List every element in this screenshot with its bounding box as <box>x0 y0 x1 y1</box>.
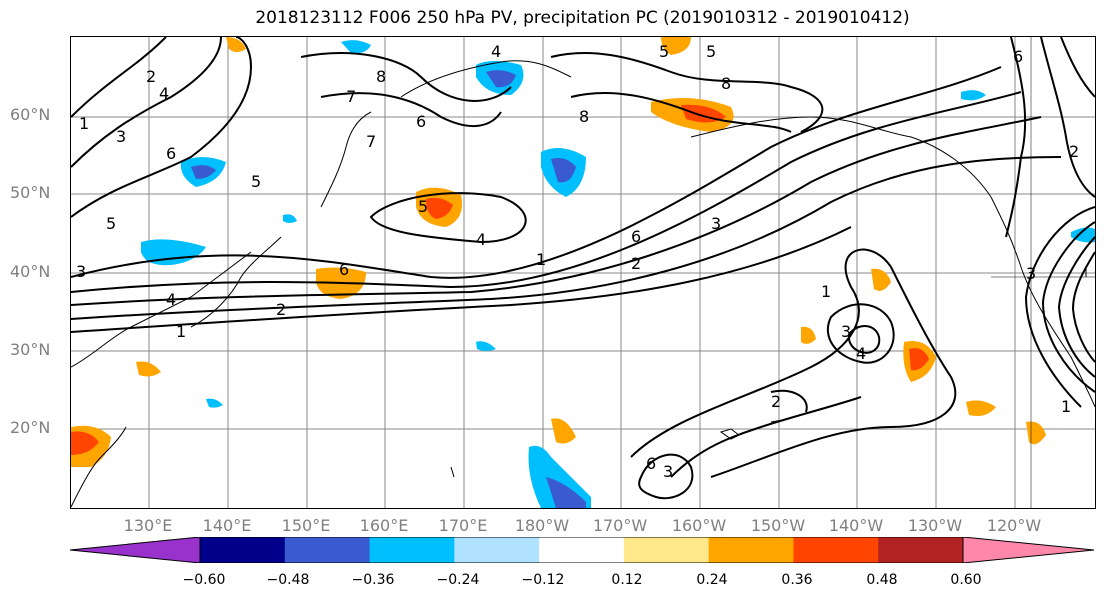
contour-label: 1 <box>536 250 546 269</box>
contour-label: 2 <box>771 392 781 411</box>
colorbar-tick: 0.24 <box>696 572 728 588</box>
contour-label: 1 <box>79 114 89 133</box>
contour-label: 5 <box>706 42 716 61</box>
lon-label: 150°E <box>281 516 331 535</box>
colorbar-segment <box>200 537 286 563</box>
colorbar-extend-low <box>70 537 201 563</box>
colorbar-segment <box>878 537 964 563</box>
contour-label: 4 <box>166 290 176 309</box>
contour-label: 3 <box>841 322 851 341</box>
contour-label: 5 <box>418 197 428 216</box>
contour-label: 5 <box>659 42 669 61</box>
contour-label: 4 <box>491 42 501 61</box>
contour-label: 3 <box>663 462 673 481</box>
colorbar-tick: −0.36 <box>351 572 395 588</box>
colorbar-segment <box>623 537 710 563</box>
contour-label: 6 <box>631 227 641 246</box>
lat-label: 30°N <box>10 340 51 359</box>
contour-label: 7 <box>346 87 356 106</box>
lon-label: 160°W <box>671 516 727 535</box>
contour-label: 8 <box>721 74 731 93</box>
lon-label: 180°W <box>514 516 570 535</box>
figure-title: 2018123112 F006 250 hPa PV, precipitatio… <box>255 8 910 28</box>
colorbar-tick: 0.60 <box>950 572 982 588</box>
colorbar-segment <box>708 537 794 563</box>
contour-label: 7 <box>366 132 376 151</box>
lon-label: 160°E <box>359 516 409 535</box>
colorbar-segment <box>284 537 371 563</box>
lon-label: 130°W <box>907 516 963 535</box>
colorbar-tick: −0.60 <box>182 572 226 588</box>
lon-label: 130°E <box>123 516 173 535</box>
coastlines <box>71 37 1095 508</box>
colorbar-segment <box>793 537 879 563</box>
contour-label: 1 <box>1061 397 1071 416</box>
colorbar <box>70 537 1094 563</box>
colorbar-segment <box>454 537 540 563</box>
colorbar-segment <box>539 537 625 563</box>
contour-label: 2 <box>1069 142 1079 161</box>
colorbar-tick: −0.12 <box>521 572 565 588</box>
pv-contours <box>71 37 1095 500</box>
contour-label: 8 <box>579 107 589 126</box>
lon-label: 170°E <box>438 516 488 535</box>
lat-label: 20°N <box>10 418 51 437</box>
colorbar-segment <box>369 537 455 563</box>
contour-label: 4 <box>856 344 866 363</box>
lon-label: 140°W <box>828 516 884 535</box>
colorbar-tick: −0.24 <box>436 572 480 588</box>
contour-label: 6 <box>1013 47 1023 66</box>
contour-label: 6 <box>416 112 426 131</box>
colorbar-tick: −0.48 <box>266 572 310 588</box>
lon-label: 150°W <box>750 516 806 535</box>
contour-label: 1 <box>821 282 831 301</box>
contour-label: 3 <box>76 262 86 281</box>
colorbar-extend-high <box>962 537 1094 563</box>
colorbar-tick: 0.12 <box>611 572 643 588</box>
contour-label: 4 <box>159 84 169 103</box>
lat-label: 40°N <box>10 262 51 281</box>
colorbar-tick: 0.48 <box>866 572 898 588</box>
gridlines <box>71 37 1095 508</box>
map-svg: 1 2 3 4 5 6 7 8 1 2 3 4 5 6 1 2 3 4 5 6 … <box>71 37 1095 508</box>
contour-label: 2 <box>146 67 156 86</box>
contour-label: 3 <box>1026 264 1036 283</box>
contour-label: 5 <box>106 214 116 233</box>
contour-labels: 1 2 3 4 5 6 7 8 1 2 3 4 5 6 1 2 3 4 5 6 … <box>76 42 1079 481</box>
contour-label: 2 <box>631 254 641 273</box>
contour-label: 2 <box>276 300 286 319</box>
lon-label: 170°W <box>592 516 648 535</box>
colorbar-tick: 0.36 <box>781 572 813 588</box>
contour-label: 4 <box>476 230 486 249</box>
contour-label: 6 <box>166 144 176 163</box>
contour-label: 6 <box>646 454 656 473</box>
contour-label: 3 <box>711 214 721 233</box>
contour-label: 1 <box>176 322 186 341</box>
contour-label: 5 <box>251 172 261 191</box>
lon-label: 120°W <box>986 516 1042 535</box>
lon-label: 140°E <box>202 516 252 535</box>
map-panel: 1 2 3 4 5 6 7 8 1 2 3 4 5 6 1 2 3 4 5 6 … <box>70 36 1096 509</box>
precip-negative-shading <box>141 40 1095 508</box>
contour-label: 8 <box>376 67 386 86</box>
lat-label: 60°N <box>10 105 51 124</box>
lat-label: 50°N <box>10 183 51 202</box>
contour-label: 6 <box>339 260 349 279</box>
contour-label: 3 <box>116 127 126 146</box>
